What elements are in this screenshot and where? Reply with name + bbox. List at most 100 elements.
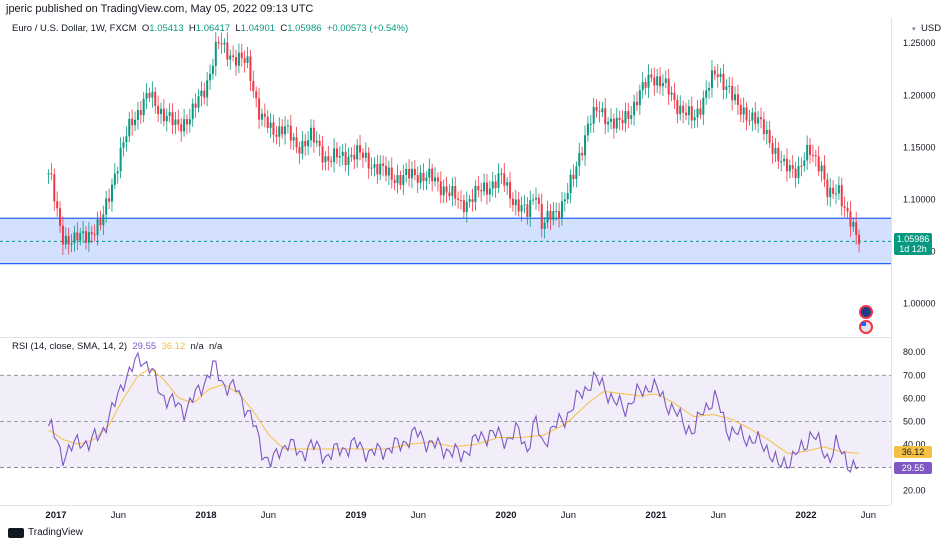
high-label: H	[188, 23, 196, 34]
time-tick-label: 2021	[645, 510, 667, 521]
candle-body	[734, 94, 737, 101]
candle-body	[722, 73, 725, 90]
price-axis: 1.250001.200001.150001.100001.050001.000…	[903, 38, 936, 309]
candle-body	[425, 177, 428, 182]
candle-body	[278, 126, 281, 137]
candle-body	[731, 85, 734, 101]
candle-body	[171, 112, 174, 126]
time-tick-label: Jun	[261, 510, 276, 521]
candle-body	[413, 168, 416, 176]
candle-body	[73, 232, 76, 244]
candle-body	[214, 41, 217, 66]
high-value: 1.06417	[195, 23, 231, 34]
candle-body	[292, 137, 295, 141]
candle-body	[272, 122, 275, 135]
candle-body	[598, 111, 601, 113]
candle-body	[229, 55, 232, 60]
candle-body	[517, 199, 520, 212]
candle-body	[266, 116, 269, 128]
candle-body	[483, 182, 486, 192]
candle-body	[702, 97, 705, 115]
candle-body	[491, 181, 494, 189]
rsi-tick-label: 50.00	[903, 416, 926, 426]
candle-body	[710, 70, 713, 88]
candle-body	[422, 172, 425, 182]
candle-body	[258, 98, 261, 120]
candle-body	[451, 185, 454, 197]
candle-body	[67, 235, 70, 245]
candle-body	[125, 136, 128, 143]
currency-dropdown-icon[interactable]: ▾	[912, 26, 916, 33]
candle-body	[206, 80, 209, 98]
candle-body	[108, 198, 111, 202]
close-value: 1.05986	[287, 23, 322, 34]
candle-body	[693, 117, 696, 121]
candle-body	[739, 104, 742, 115]
candle-body	[589, 123, 592, 125]
price-tick-label: 1.10000	[903, 194, 936, 204]
candle-body	[780, 161, 783, 163]
candle-body	[116, 171, 119, 174]
candle-body	[592, 106, 595, 124]
rsi-value-tag: 29.55	[894, 462, 932, 475]
low-value: 1.04901	[240, 23, 276, 34]
candle-body	[817, 156, 820, 172]
candle-body	[835, 193, 837, 195]
candle-body	[85, 231, 87, 243]
candle-body	[408, 168, 411, 179]
candle-body	[497, 173, 500, 188]
candle-body	[558, 211, 561, 219]
candle-body	[324, 156, 327, 163]
candle-body	[462, 200, 465, 213]
candle-body	[699, 108, 702, 115]
candle-body	[180, 124, 183, 132]
candle-body	[465, 201, 468, 213]
candle-body	[148, 93, 151, 98]
bar-countdown: 1d 12h	[899, 244, 927, 255]
candle-body	[690, 106, 693, 121]
candle-body	[174, 119, 177, 126]
candle-body	[653, 77, 656, 86]
time-tick-label: Jun	[411, 510, 426, 521]
candle-body	[353, 154, 356, 160]
candle-body	[79, 233, 82, 241]
candle-body	[434, 177, 437, 182]
candle-body	[837, 185, 840, 194]
candle-body	[396, 175, 399, 184]
candle-body	[751, 112, 754, 121]
candle-body	[552, 211, 555, 220]
candle-body	[344, 151, 347, 166]
candle-body	[47, 173, 50, 175]
candle-body	[286, 125, 289, 127]
candle-body	[685, 112, 687, 116]
candle-body	[235, 57, 237, 66]
economic-event-icon[interactable]	[859, 305, 873, 319]
candle-body	[191, 103, 194, 120]
candle-body	[661, 82, 664, 87]
candle-body	[696, 108, 699, 118]
rsi-line	[47, 351, 860, 473]
candle-body	[460, 200, 462, 202]
candle-body	[240, 52, 243, 59]
candle-body	[676, 99, 679, 115]
candle-body	[232, 55, 235, 58]
candle-body	[560, 201, 563, 219]
candle-body	[788, 165, 791, 172]
candle-body	[315, 140, 318, 143]
candle-body	[506, 182, 509, 186]
candle-body	[809, 145, 812, 155]
candle-body	[289, 125, 292, 141]
candle-body	[168, 112, 171, 116]
candle-body	[708, 87, 711, 91]
candle-body	[338, 156, 341, 158]
rsi-legend: RSI (14, close, SMA, 14, 2) 29.55 36.12 …	[12, 341, 222, 352]
candle-body	[428, 168, 431, 178]
candle-body	[728, 85, 731, 87]
candle-body	[624, 111, 627, 124]
candle-body	[494, 181, 497, 188]
footer-brand[interactable]: TradingView	[8, 527, 83, 538]
candle-body	[610, 118, 612, 122]
candle-body	[318, 140, 321, 147]
candle-body	[569, 174, 572, 194]
